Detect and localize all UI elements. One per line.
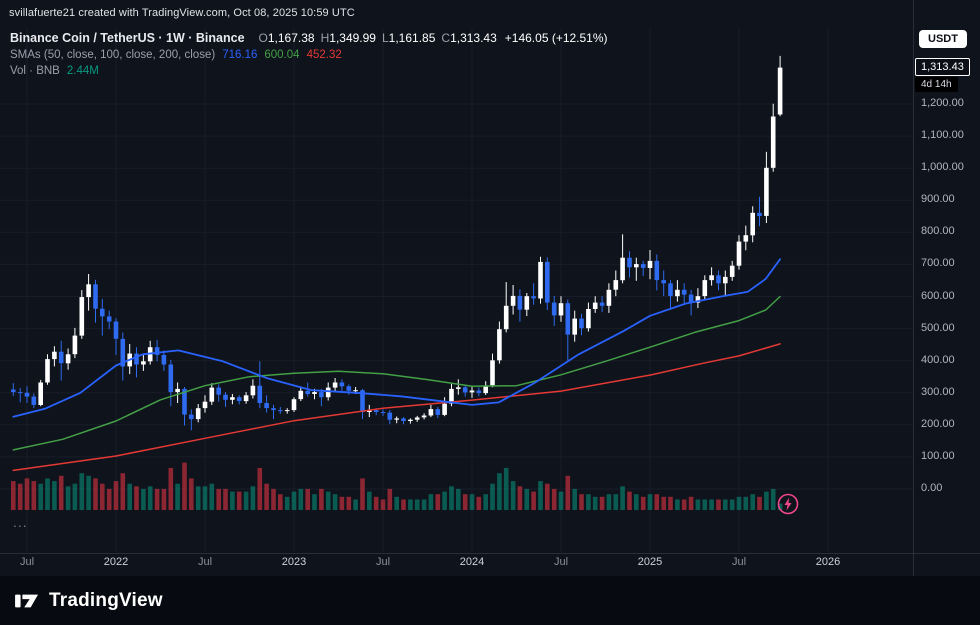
boost-icon[interactable]	[776, 492, 800, 521]
price-tick-label: 400.00	[921, 354, 955, 366]
ohlc-high-value: 1,349.99	[329, 31, 376, 45]
bar-countdown-label: 4d 14h	[915, 77, 958, 92]
symbol-title[interactable]: Binance Coin / TetherUS · 1W · Binance	[10, 31, 245, 45]
last-price-label: 1,313.43	[915, 58, 970, 76]
price-tick-label: 1,100.00	[921, 129, 964, 141]
price-tick-label: 500.00	[921, 322, 955, 334]
time-tick-label: 2026	[815, 556, 841, 568]
price-tick-label: 100.00	[921, 450, 955, 462]
ohlc-open-label: O	[258, 31, 268, 45]
ohlc-low-label: L	[381, 31, 389, 45]
time-tick-label: 2024	[459, 556, 485, 568]
price-scale[interactable]: 1,200.00 1,100.00 1,000.00 900.00 800.00 700.…	[0, 0, 980, 576]
legend-volume-row: Vol · BNB 2.44M	[10, 62, 608, 78]
volume-indicator-label[interactable]: Vol · BNB	[10, 65, 60, 77]
price-tick-label: 700.00	[921, 257, 955, 269]
price-tick-label: 0.00	[921, 482, 943, 494]
price-tick-label: 600.00	[921, 290, 955, 302]
time-scale[interactable]: Jul 2022 Jul 2023 Jul 2024 Jul 2025 Jul 2026	[0, 556, 980, 574]
price-tick-label: 900.00	[921, 193, 955, 205]
sma200-value: 452.32	[306, 49, 342, 61]
tradingview-logo-icon[interactable]	[13, 590, 41, 612]
ohlc-high-label: H	[320, 31, 330, 45]
attribution-text: svillafuerte21 created with TradingView.…	[9, 7, 355, 19]
legend: Binance Coin / TetherUS · 1W · Binance O1…	[10, 30, 608, 78]
ohlc-close-label: C	[441, 31, 451, 45]
time-tick-label: Jul	[197, 556, 213, 568]
ohlc-close-value: 1,313.43	[450, 31, 497, 45]
time-tick-label: 2023	[281, 556, 307, 568]
sma100-value: 600.04	[264, 49, 300, 61]
footer-bar: TradingView	[0, 576, 980, 625]
tradingview-brand-text[interactable]: TradingView	[49, 589, 163, 611]
legend-sma-row: SMAs (50, close, 100, close, 200, close)…	[10, 46, 608, 62]
price-tick-label: 1,000.00	[921, 161, 964, 173]
time-tick-label: 2025	[637, 556, 663, 568]
more-legend-button[interactable]: ...	[13, 514, 28, 530]
time-tick-label: Jul	[553, 556, 569, 568]
candlestick-chart[interactable]	[0, 0, 980, 576]
price-change: +146.05 (+12.51%)	[504, 31, 608, 45]
sma50-value: 716.16	[222, 49, 258, 61]
price-tick-label: 800.00	[921, 225, 955, 237]
ohlc-low-value: 1,161.85	[388, 31, 436, 45]
time-tick-label: Jul	[19, 556, 35, 568]
price-tick-label: 300.00	[921, 386, 955, 398]
price-tick-label: 1,200.00	[921, 97, 964, 109]
time-tick-label: 2022	[103, 556, 129, 568]
sma-indicator-label[interactable]: SMAs (50, close, 100, close, 200, close)	[10, 49, 216, 61]
currency-button[interactable]: USDT	[919, 30, 967, 48]
time-tick-label: Jul	[731, 556, 747, 568]
ohlc-open-value: 1,167.38	[267, 31, 315, 45]
legend-symbol-row: Binance Coin / TetherUS · 1W · Binance O1…	[10, 30, 608, 46]
time-tick-label: Jul	[375, 556, 391, 568]
price-tick-label: 200.00	[921, 418, 955, 430]
volume-value: 2.44M	[66, 65, 99, 77]
